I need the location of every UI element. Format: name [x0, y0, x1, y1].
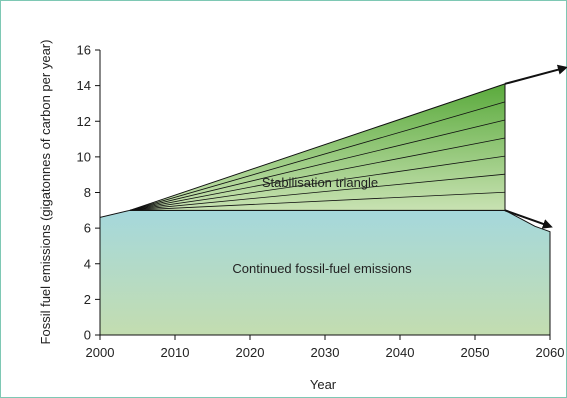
- y-tick-label: 16: [77, 43, 91, 58]
- y-axis-title: Fossil fuel emissions (gigatonnes of car…: [38, 40, 53, 345]
- y-tick-label: 12: [77, 114, 91, 129]
- x-axis-title: Year: [310, 377, 337, 392]
- y-tick-label: 14: [77, 78, 91, 93]
- x-tick-label: 2040: [386, 345, 415, 360]
- upper-trend-arrow: [504, 64, 567, 85]
- y-tick-label: 2: [84, 292, 91, 307]
- wedge-line: [129, 137, 506, 211]
- wedge-line: [129, 173, 506, 211]
- continued-emissions-area: [99, 209, 551, 336]
- y-tick-label: 8: [84, 185, 91, 200]
- x-tick-label: 2060: [536, 345, 565, 360]
- x-tick-label: 2000: [86, 345, 115, 360]
- wedge-line: [129, 155, 506, 211]
- wedge-line: [129, 119, 506, 211]
- y-tick-label: 6: [84, 221, 91, 236]
- x-tick-label: 2010: [161, 345, 190, 360]
- area-label-continued: Continued fossil-fuel emissions: [232, 261, 412, 276]
- stabilisation-triangle: [129, 83, 506, 211]
- wedge-line: [129, 191, 506, 211]
- y-tick-label: 4: [84, 256, 91, 271]
- x-tick-label: 2020: [236, 345, 265, 360]
- y-tick-label: 0: [84, 328, 91, 343]
- y-tick-label: 10: [77, 149, 91, 164]
- wedge-line: [129, 101, 506, 211]
- lower-trend-arrow: [504, 209, 553, 229]
- x-tick-label: 2050: [461, 345, 490, 360]
- area-label-stabilisation: Stabilisation triangle: [262, 175, 378, 190]
- x-tick-label: 2030: [311, 345, 340, 360]
